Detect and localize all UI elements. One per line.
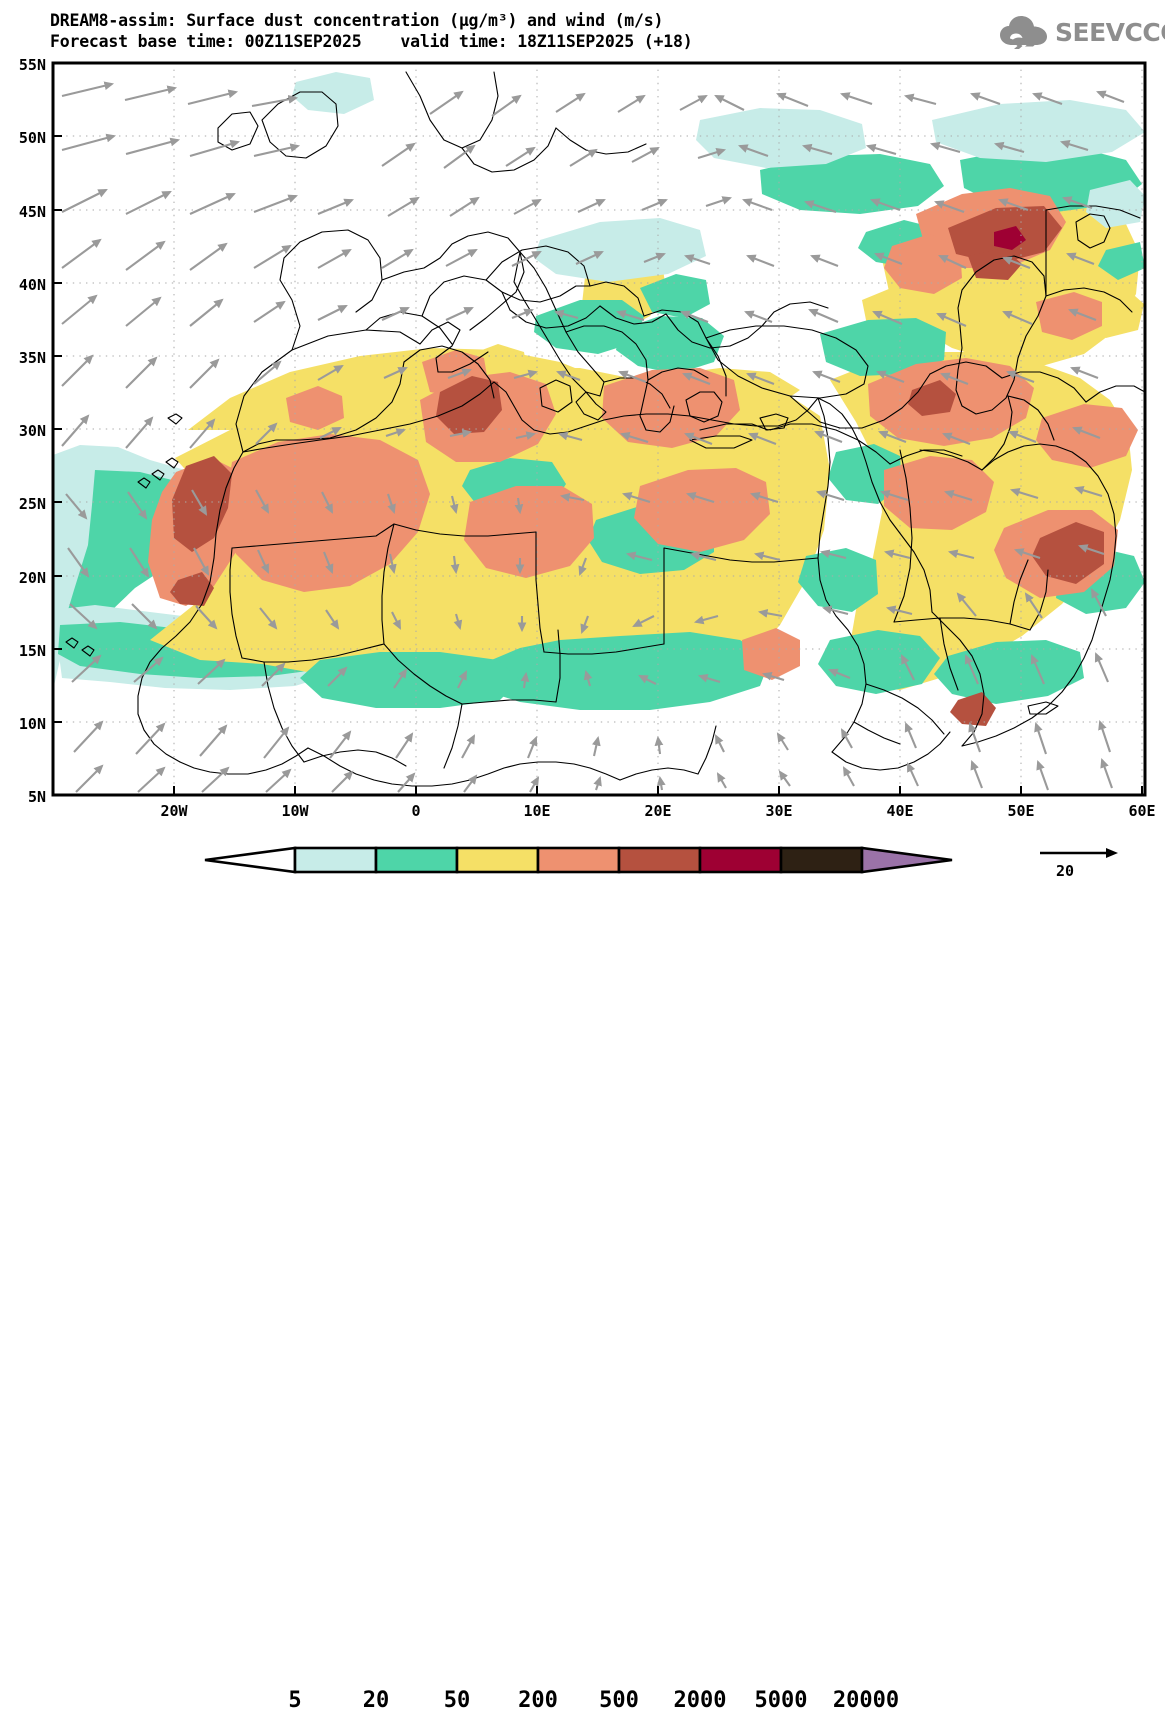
colorbar-band-5000-20000 [779,846,864,874]
dust-concentration-colorbar: 5 20 50 200 500 2000 5000 20000 [0,820,1165,1713]
x-tick-label-10E: 10E [523,802,551,820]
dust-concentration-map: .c1{fill:#c7ece8}.c2{fill:#4ed5a8}.c3{fi… [0,0,1165,820]
map-canvas: .c1{fill:#c7ece8}.c2{fill:#4ed5a8}.c3{fi… [51,61,1147,797]
colorbar-band-2000-5000 [698,846,783,874]
colorbar-band-500-2000 [617,846,702,874]
wind-reference-key [1040,848,1118,858]
colorbar-band-5-20 [293,846,378,874]
colorbar-band-20-50 [374,846,459,874]
y-tick-label-10N: 10N [18,715,46,733]
cloud-chevron-icon [1000,16,1047,49]
wind-vector-field [61,81,1125,793]
y-tick-label-15N: 15N [18,642,46,660]
x-tick-label-20W: 20W [160,802,188,820]
colorbar-tick-5000: 5000 [754,1688,808,1713]
page-title: DREAM8-assim: Surface dust concentration… [50,11,664,30]
y-tick-label-5N: 5N [27,788,46,806]
x-tick-label-20E: 20E [644,802,672,820]
colorbar-tick-2000: 2000 [673,1688,727,1713]
axis-ticks [53,62,1143,796]
x-tick-label-60E: 60E [1128,802,1156,820]
colorbar-over-arrow [860,846,953,874]
y-tick-label-40N: 40N [18,276,46,294]
colorbar-tick-200: 200 [518,1688,558,1713]
colorbar-svg [204,846,1118,874]
logo-wordmark: SEEVCCC [1055,17,1165,47]
x-tick-label-50E: 50E [1007,802,1035,820]
colorbar-tick-5: 5 [288,1688,302,1713]
colorbar-under-arrow [204,846,297,874]
y-tick-label-20N: 20N [18,569,46,587]
seevccc-logo: SEEVCCC [999,13,1165,51]
wind-key-label: 20 [1056,862,1075,880]
y-tick-label-35N: 35N [18,349,46,367]
x-tick-label-0: 0 [411,802,421,820]
y-tick-label-50N: 50N [18,129,46,147]
colorbar-tick-500: 500 [599,1688,639,1713]
y-tick-label-55N: 55N [18,56,46,74]
colorbar-band-50-200 [455,846,540,874]
x-tick-label-30E: 30E [765,802,793,820]
x-tick-label-40E: 40E [886,802,914,820]
x-tick-label-10W: 10W [281,802,309,820]
colorbar-tick-50: 50 [443,1688,471,1713]
y-tick-label-45N: 45N [18,203,46,221]
y-tick-label-30N: 30N [18,422,46,440]
chart-header: DREAM8-assim: Surface dust concentration… [0,0,1165,62]
colorbar-tick-20: 20 [362,1688,390,1713]
y-tick-label-25N: 25N [18,495,46,513]
forecast-time-subtitle: Forecast base time: 00Z11SEP2025 valid t… [50,32,693,51]
colorbar-band-200-500 [536,846,621,874]
colorbar-tick-20000: 20000 [832,1688,900,1713]
